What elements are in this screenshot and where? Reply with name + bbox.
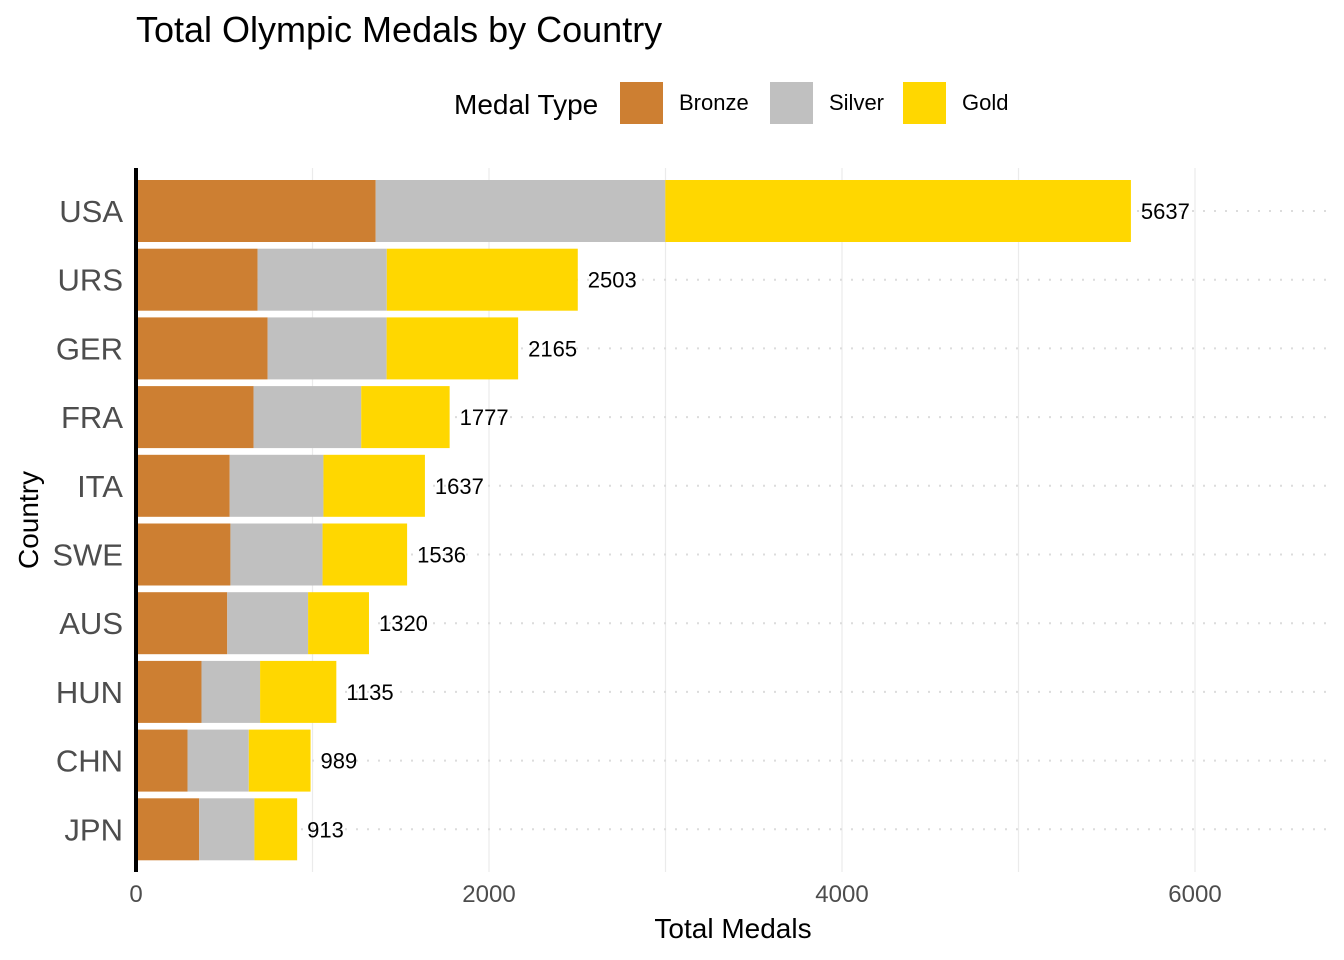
bar-silver-ger	[267, 317, 387, 380]
x-tick-label: 2000	[462, 881, 515, 908]
bar-bronze-usa	[136, 180, 376, 242]
y-tick-label-urs: URS	[58, 263, 123, 298]
bar-bronze-fra	[136, 386, 254, 449]
bar-gold-fra	[361, 386, 450, 449]
total-label-urs: 2503	[588, 268, 637, 293]
bar-silver-swe	[230, 523, 323, 586]
total-label-fra: 1777	[460, 405, 509, 430]
y-tick-label-aus: AUS	[59, 606, 123, 641]
bar-gold-aus	[308, 592, 369, 655]
bar-gold-hun	[260, 660, 337, 723]
total-label-chn: 989	[321, 749, 358, 774]
legend: Medal Type Bronze Silver Gold	[454, 82, 1008, 124]
legend-key-bronze	[620, 82, 663, 124]
bar-bronze-ita	[136, 454, 230, 517]
total-label-hun: 1135	[346, 680, 393, 705]
bar-silver-urs	[257, 248, 387, 311]
bar-silver-ita	[229, 454, 324, 517]
bar-gold-swe	[322, 523, 408, 586]
axes: USA URS GER FRA ITA SWE AUS HUN CHN JPN 0 2000 4000 6…	[52, 168, 1222, 908]
bar-silver-aus	[227, 592, 309, 655]
total-label-ita: 1637	[435, 474, 484, 499]
data-labels: 5637 2503 2165 1777 1637 1536 1320 1135 989 913	[307, 199, 1190, 842]
legend-key-silver	[770, 82, 813, 124]
bar-silver-jpn	[199, 798, 255, 861]
y-tick-label-jpn: JPN	[64, 812, 123, 847]
y-axis-label: Country	[13, 471, 44, 569]
total-label-ger: 2165	[528, 336, 577, 361]
legend-label-bronze: Bronze	[679, 90, 749, 115]
y-tick-label-ita: ITA	[77, 469, 123, 504]
y-tick-label-chn: CHN	[56, 744, 123, 779]
y-tick-label-usa: USA	[59, 194, 123, 229]
y-tick-label-hun: HUN	[56, 675, 123, 710]
legend-title: Medal Type	[454, 89, 598, 120]
bars	[136, 180, 1131, 861]
y-tick-label-ger: GER	[56, 331, 123, 366]
bar-silver-chn	[187, 729, 249, 792]
bar-silver-hun	[201, 660, 261, 723]
total-label-jpn: 913	[307, 817, 344, 842]
x-axis-label: Total Medals	[654, 913, 811, 944]
total-label-usa: 5637	[1141, 199, 1190, 224]
bar-silver-usa	[375, 180, 666, 242]
bar-gold-ger	[386, 317, 519, 380]
x-tick-label: 6000	[1168, 881, 1221, 908]
bar-gold-usa	[665, 180, 1131, 242]
bar-silver-fra	[253, 386, 362, 449]
bar-bronze-aus	[136, 592, 228, 655]
legend-label-gold: Gold	[962, 90, 1008, 115]
bar-bronze-chn	[136, 729, 188, 792]
bar-bronze-hun	[136, 660, 202, 723]
legend-key-gold	[903, 82, 946, 124]
bar-gold-jpn	[254, 798, 298, 861]
bar-bronze-ger	[136, 317, 268, 380]
legend-label-silver: Silver	[829, 90, 884, 115]
total-label-aus: 1320	[379, 611, 428, 636]
total-label-swe: 1536	[417, 543, 466, 568]
bar-bronze-urs	[136, 248, 258, 311]
bar-bronze-jpn	[136, 798, 200, 861]
bar-gold-ita	[323, 454, 425, 517]
bar-gold-urs	[386, 248, 578, 311]
chart-title: Total Olympic Medals by Country	[136, 9, 662, 50]
y-tick-label-swe: SWE	[52, 538, 123, 573]
bar-bronze-swe	[136, 523, 231, 586]
bar-gold-chn	[248, 729, 311, 792]
x-tick-label: 4000	[815, 881, 868, 908]
y-tick-label-fra: FRA	[61, 400, 123, 435]
x-tick-label: 0	[129, 881, 142, 908]
